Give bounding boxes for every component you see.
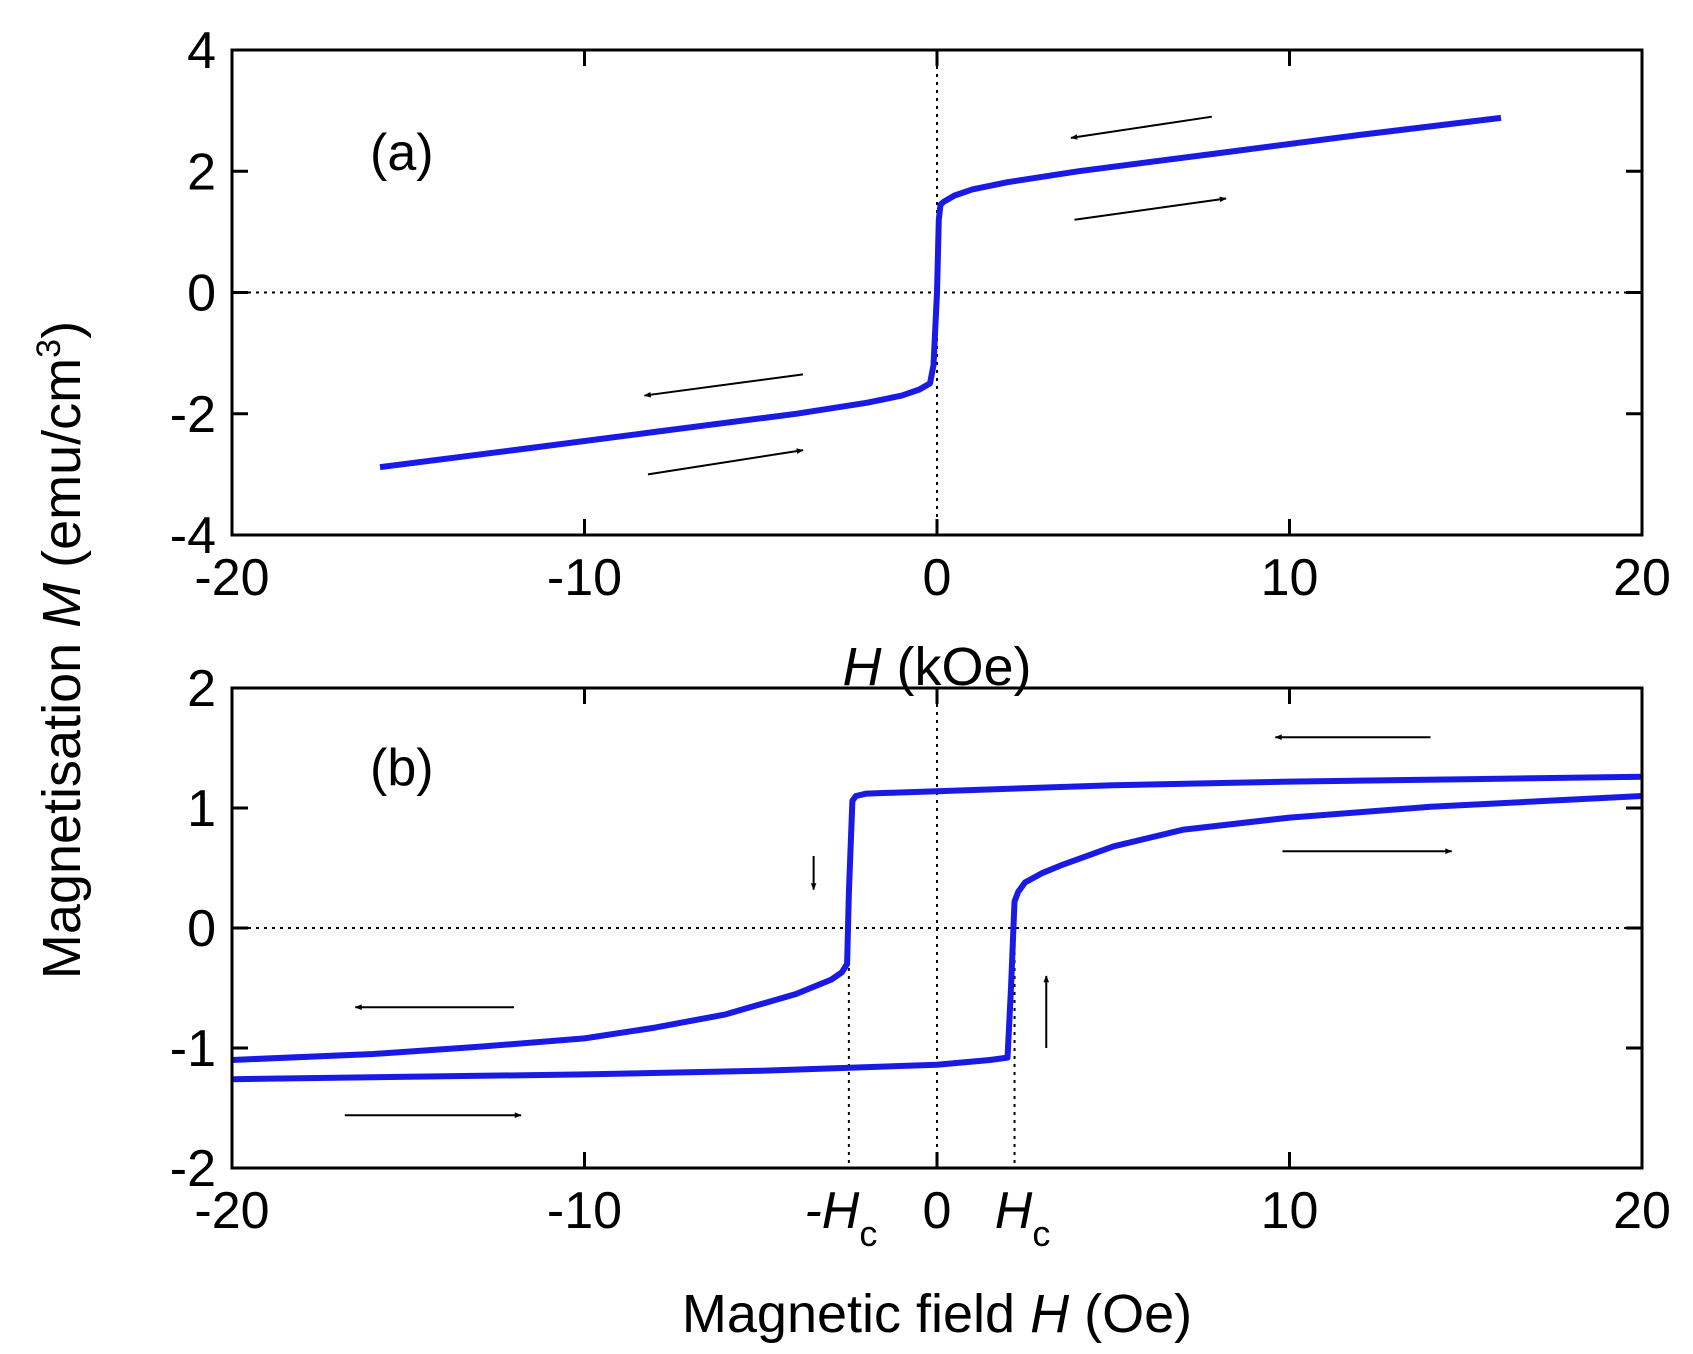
panel-a-arrow-right-1 xyxy=(1074,196,1227,221)
panel-b-xtick-label: -10 xyxy=(547,1182,622,1240)
panel-b-coercive-tick-label-0: -Hc xyxy=(804,1182,877,1254)
panel-b-xtick-label: 10 xyxy=(1261,1182,1319,1240)
panel-a-arrow-left-2 xyxy=(643,373,804,398)
panel-b-xtick-label: -20 xyxy=(194,1182,269,1240)
panel-a-ytick-label: 2 xyxy=(187,143,216,201)
panel-a-ytick-label: 4 xyxy=(187,22,216,80)
panel-a-ytick-label: -2 xyxy=(170,386,216,444)
panel-a-arrow-right-3 xyxy=(647,448,804,476)
panel-b-ytick-label: 0 xyxy=(187,900,216,958)
panel-b-xtick-label: 20 xyxy=(1613,1182,1671,1240)
panel-b-ytick-label: 2 xyxy=(187,660,216,718)
panel-b-xtick-label: 0 xyxy=(923,1182,952,1240)
panel-a-xtick-label: 10 xyxy=(1261,549,1319,607)
panel-b-series-line-0 xyxy=(231,773,1643,1063)
shared-y-axis-title: Magnetisation M (emu/cm3) xyxy=(30,321,92,979)
panel-b-ytick-label: -2 xyxy=(170,1140,216,1198)
panel-a-xtick-label: -10 xyxy=(547,549,622,607)
panel-a-xtick-label: -20 xyxy=(194,549,269,607)
panel-b-label: (b) xyxy=(370,739,434,797)
panel-b-series-line-1 xyxy=(231,793,1643,1083)
panel-a-ytick-label: -4 xyxy=(170,507,216,565)
panel-a-label: (a) xyxy=(370,124,434,182)
panel-b-x-axis-title: Magnetic field H (Oe) xyxy=(682,1284,1192,1344)
panel-a-ytick-label: 0 xyxy=(187,265,216,323)
panel-a-arrow-left-0 xyxy=(1070,115,1213,140)
panel-a-xtick-label: 20 xyxy=(1613,549,1671,607)
panel-a-xtick-label: 0 xyxy=(923,549,952,607)
panel-b-coercive-tick-label-1: Hc xyxy=(995,1182,1051,1254)
panel-b-ytick-label: 1 xyxy=(187,780,216,838)
panel-a-series-line-0 xyxy=(379,114,1502,471)
panel-b-ytick-label: -1 xyxy=(170,1020,216,1078)
